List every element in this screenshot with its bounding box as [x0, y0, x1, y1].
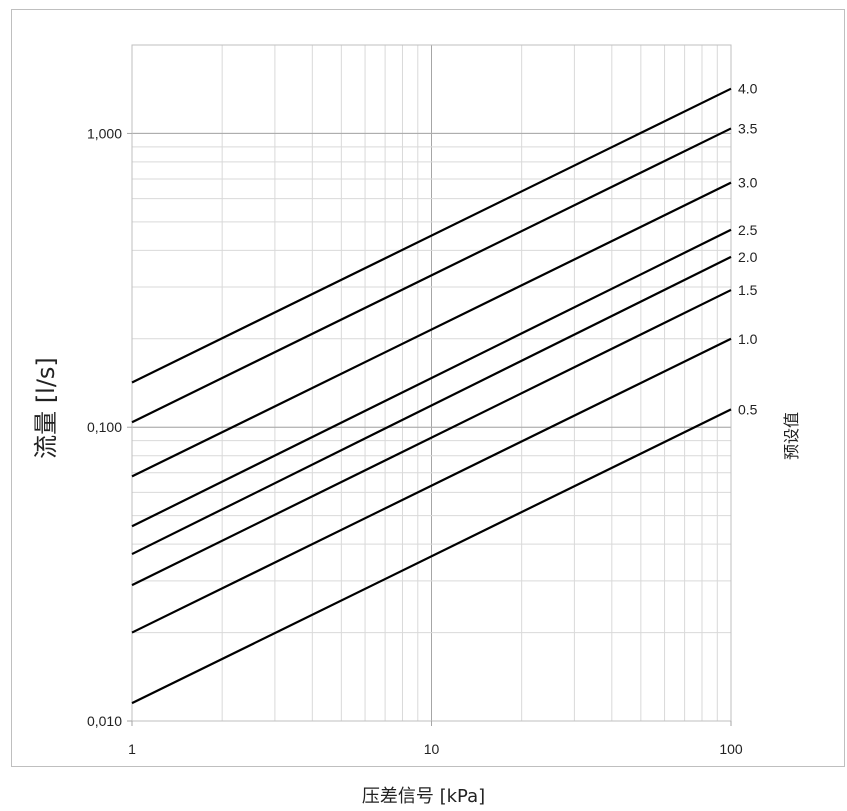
series-line [131, 127, 732, 424]
y-tick-label: 0,100 [87, 419, 122, 435]
series-line [131, 337, 732, 634]
series-end-label: 3.5 [738, 120, 758, 136]
grid-lines [131, 44, 732, 722]
x-tick-label: 1 [128, 741, 136, 757]
series-line [131, 289, 732, 587]
series-lines [131, 87, 732, 705]
series-end-label: 0.5 [738, 401, 758, 417]
series-labels: 0.5 1.0 1.5 2.0 2.5 3.0 3.5 4.0 [738, 81, 758, 418]
y-tick-label: 1,000 [87, 125, 122, 141]
x-tick-label: 10 [424, 741, 440, 757]
legend-title: 预设值 [782, 412, 801, 460]
series-line [131, 87, 732, 384]
y-tick-label: 0,010 [87, 713, 122, 729]
y-tick-labels: 0,010 0,100 1,000 [87, 125, 132, 729]
y-axis-title: 流量 [l/s] [32, 357, 60, 459]
series-line [131, 181, 732, 478]
x-tick-label: 100 [719, 741, 743, 757]
series-end-label: 4.0 [738, 81, 758, 97]
series-end-label: 1.0 [738, 331, 758, 347]
series-end-label: 3.0 [738, 175, 758, 191]
series-line [131, 255, 732, 556]
series-line [131, 228, 732, 528]
chart-frame [11, 9, 845, 767]
series-end-label: 1.5 [738, 282, 758, 298]
series-line [131, 408, 732, 705]
series-end-label: 2.0 [738, 249, 758, 265]
series-end-label: 2.5 [738, 222, 758, 238]
x-tick-labels: 1 10 100 [128, 721, 743, 757]
x-axis-title: 压差信号 [kPa] [361, 786, 486, 807]
